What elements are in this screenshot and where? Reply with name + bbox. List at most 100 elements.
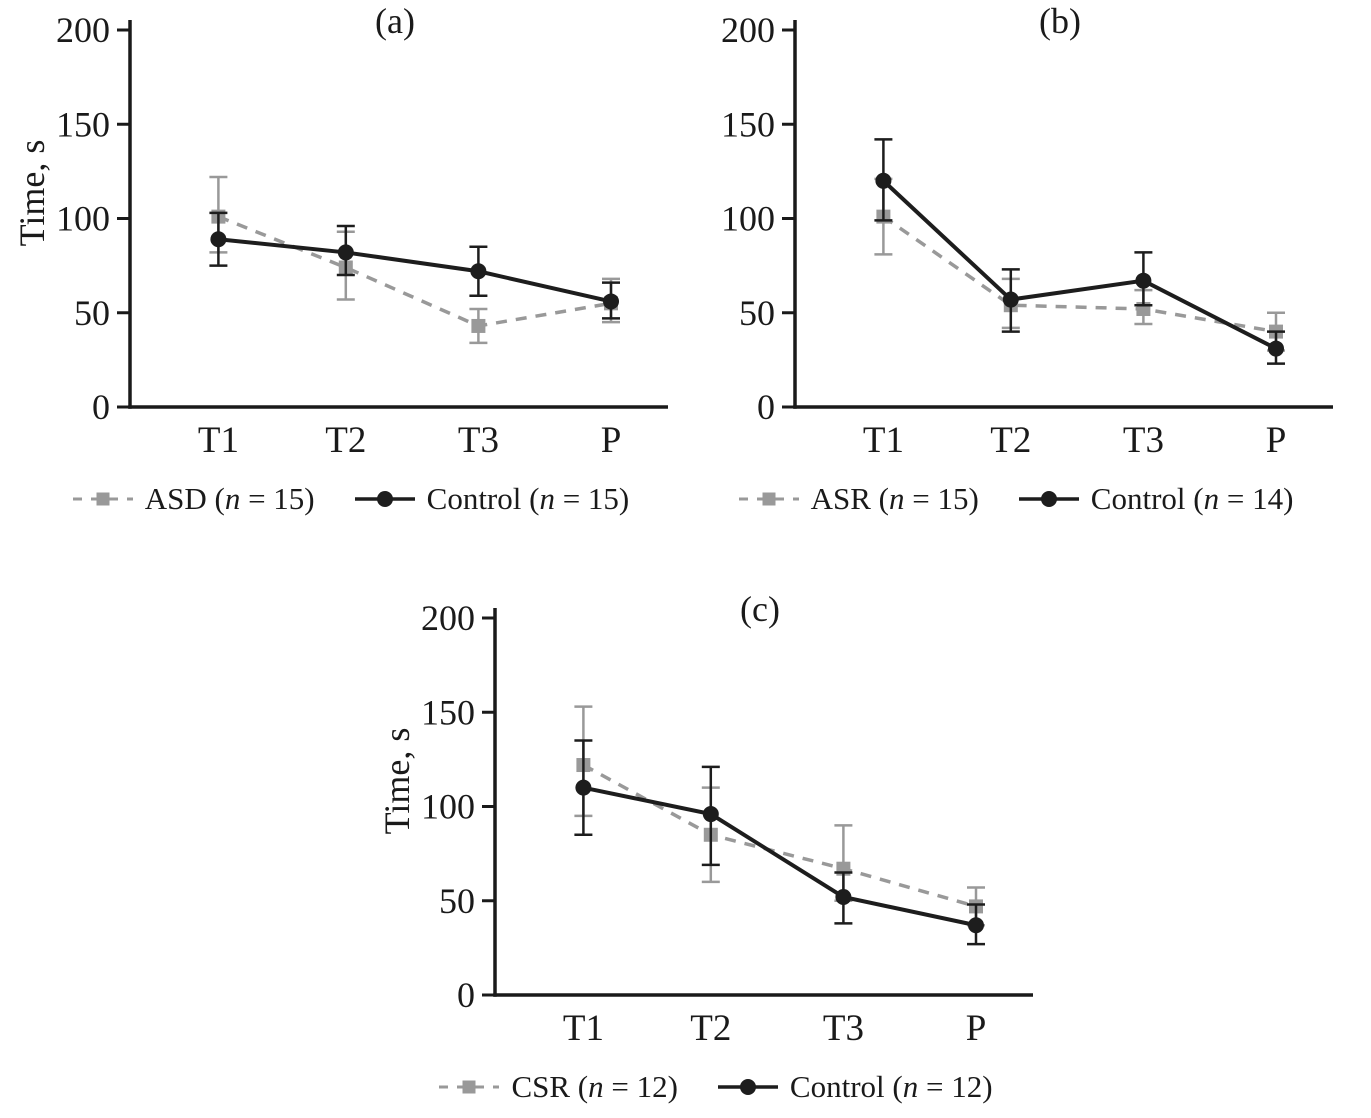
x-axis-labels: T1 T2 T3 P bbox=[563, 1008, 986, 1049]
y-tick-label: 0 bbox=[457, 975, 475, 1015]
circle-marker bbox=[968, 917, 984, 934]
x-tick-label: T3 bbox=[458, 420, 499, 461]
series-markers bbox=[211, 209, 618, 333]
y-axis-ticks: 0 50 100 150 200 bbox=[721, 10, 795, 427]
x-tick-label: T1 bbox=[563, 1008, 604, 1049]
y-tick-label: 100 bbox=[421, 787, 475, 827]
circle-marker bbox=[1002, 291, 1019, 308]
chart-b-plot: 0 50 100 150 200 T1 T2 T3 P bbox=[721, 10, 1333, 461]
x-tick-label: T2 bbox=[690, 1008, 731, 1049]
x-tick-label: T2 bbox=[990, 420, 1031, 461]
series-control-c bbox=[574, 739, 985, 946]
circle-marker bbox=[875, 172, 892, 189]
legend-item-control-a: Control (n = 15) bbox=[353, 481, 630, 517]
y-tick-label: 150 bbox=[421, 692, 475, 732]
axes bbox=[793, 20, 1333, 409]
y-tick-label: 200 bbox=[56, 10, 110, 50]
chart-a-legend: ASD (n = 15) Control (n = 15) bbox=[0, 478, 700, 520]
chart-a: 0 50 100 150 200 T1 T2 T3 P (a) Time, s ASD (n =… bbox=[0, 0, 700, 530]
series-line bbox=[218, 237, 612, 304]
series-line bbox=[582, 785, 977, 928]
y-tick-label: 50 bbox=[439, 881, 475, 921]
solid-circle-legend-icon bbox=[354, 491, 415, 507]
dashed-square-legend-icon bbox=[72, 492, 133, 506]
legend-label: ASR (n = 15) bbox=[810, 481, 979, 516]
series-markers bbox=[575, 779, 984, 934]
chart-a-title: (a) bbox=[375, 1, 415, 41]
circle-marker bbox=[575, 779, 592, 796]
chart-c-legend: CSR (n = 12) Control (n = 12) bbox=[365, 1066, 1065, 1108]
y-tick-label: 100 bbox=[721, 199, 775, 239]
series-csr bbox=[574, 705, 985, 927]
y-axis-ticks: 0 50 100 150 200 bbox=[421, 598, 495, 1015]
chart-c: 0 50 100 150 200 T1 T2 T3 P (c) Time, s CSR (n =… bbox=[365, 588, 1065, 1118]
y-axis-ticks: 0 50 100 150 200 bbox=[56, 10, 130, 427]
y-tick-label: 50 bbox=[739, 293, 775, 333]
legend-label: Control (n = 12) bbox=[789, 1069, 993, 1104]
dashed-square-legend-icon bbox=[439, 1080, 500, 1094]
y-tick-label: 50 bbox=[74, 293, 110, 333]
axes bbox=[128, 20, 668, 409]
y-tick-label: 200 bbox=[421, 598, 475, 638]
chart-a-plot: 0 50 100 150 200 T1 T2 T3 P bbox=[56, 10, 668, 461]
x-tick-label: T2 bbox=[325, 420, 366, 461]
legend-item-control-b: Control (n = 14) bbox=[1017, 481, 1294, 517]
chart-b-legend: ASR (n = 15) Control (n = 14) bbox=[665, 478, 1365, 520]
circle-marker bbox=[835, 888, 852, 905]
x-tick-label: P bbox=[601, 420, 622, 461]
circle-marker bbox=[337, 244, 354, 261]
series-markers bbox=[875, 172, 1284, 357]
y-tick-label: 150 bbox=[56, 104, 110, 144]
legend-label: ASD (n = 15) bbox=[144, 481, 315, 516]
legend-item-csr: CSR (n = 12) bbox=[437, 1069, 678, 1105]
x-axis-labels: T1 T2 T3 P bbox=[863, 420, 1286, 461]
y-tick-label: 100 bbox=[56, 199, 110, 239]
y-tick-label: 150 bbox=[721, 104, 775, 144]
legend-item-asd: ASD (n = 15) bbox=[71, 481, 315, 517]
x-tick-label: T3 bbox=[823, 1008, 864, 1049]
chart-b-title: (b) bbox=[1039, 1, 1081, 41]
chart-b: 0 50 100 150 200 T1 T2 T3 P (b) ASR (n = 15) Cont… bbox=[665, 0, 1365, 530]
circle-marker bbox=[1268, 340, 1284, 357]
x-tick-label: P bbox=[1266, 420, 1287, 461]
series-line bbox=[882, 179, 1277, 351]
chart-c-y-axis-label: Time, s bbox=[377, 727, 417, 835]
legend-label: Control (n = 14) bbox=[1090, 481, 1294, 516]
circle-marker bbox=[470, 263, 487, 280]
square-marker bbox=[471, 318, 486, 333]
legend-item-asr: ASR (n = 15) bbox=[737, 481, 979, 517]
legend-item-control-c: Control (n = 12) bbox=[716, 1069, 993, 1105]
x-tick-label: T1 bbox=[198, 420, 239, 461]
x-tick-label: T3 bbox=[1123, 420, 1164, 461]
series-control-a bbox=[209, 211, 620, 320]
y-tick-label: 0 bbox=[92, 387, 110, 427]
y-tick-label: 0 bbox=[757, 387, 775, 427]
x-tick-label: P bbox=[966, 1008, 987, 1049]
chart-a-y-axis-label: Time, s bbox=[12, 139, 52, 247]
error-bars bbox=[874, 177, 1285, 352]
series-asd bbox=[209, 175, 620, 345]
circle-marker bbox=[702, 806, 719, 823]
series-markers bbox=[210, 231, 619, 310]
x-tick-label: T1 bbox=[863, 420, 904, 461]
series-line bbox=[582, 763, 977, 909]
circle-marker bbox=[1135, 272, 1152, 289]
legend-label: Control (n = 15) bbox=[426, 481, 630, 516]
axes bbox=[493, 608, 1033, 997]
error-bars bbox=[209, 175, 620, 345]
chart-c-title: (c) bbox=[740, 589, 780, 629]
chart-c-plot: 0 50 100 150 200 T1 T2 T3 P bbox=[421, 598, 1033, 1049]
series-line bbox=[882, 215, 1277, 334]
series-control-b bbox=[874, 138, 1285, 365]
solid-circle-legend-icon bbox=[1018, 491, 1079, 507]
x-axis-labels: T1 T2 T3 P bbox=[198, 420, 621, 461]
circle-marker bbox=[603, 293, 619, 310]
series-line bbox=[217, 214, 612, 328]
legend-label: CSR (n = 12) bbox=[511, 1069, 678, 1104]
error-bars bbox=[209, 211, 620, 320]
circle-marker bbox=[210, 231, 227, 248]
y-tick-label: 200 bbox=[721, 10, 775, 50]
dashed-square-legend-icon bbox=[738, 492, 799, 506]
solid-circle-legend-icon bbox=[717, 1079, 778, 1095]
